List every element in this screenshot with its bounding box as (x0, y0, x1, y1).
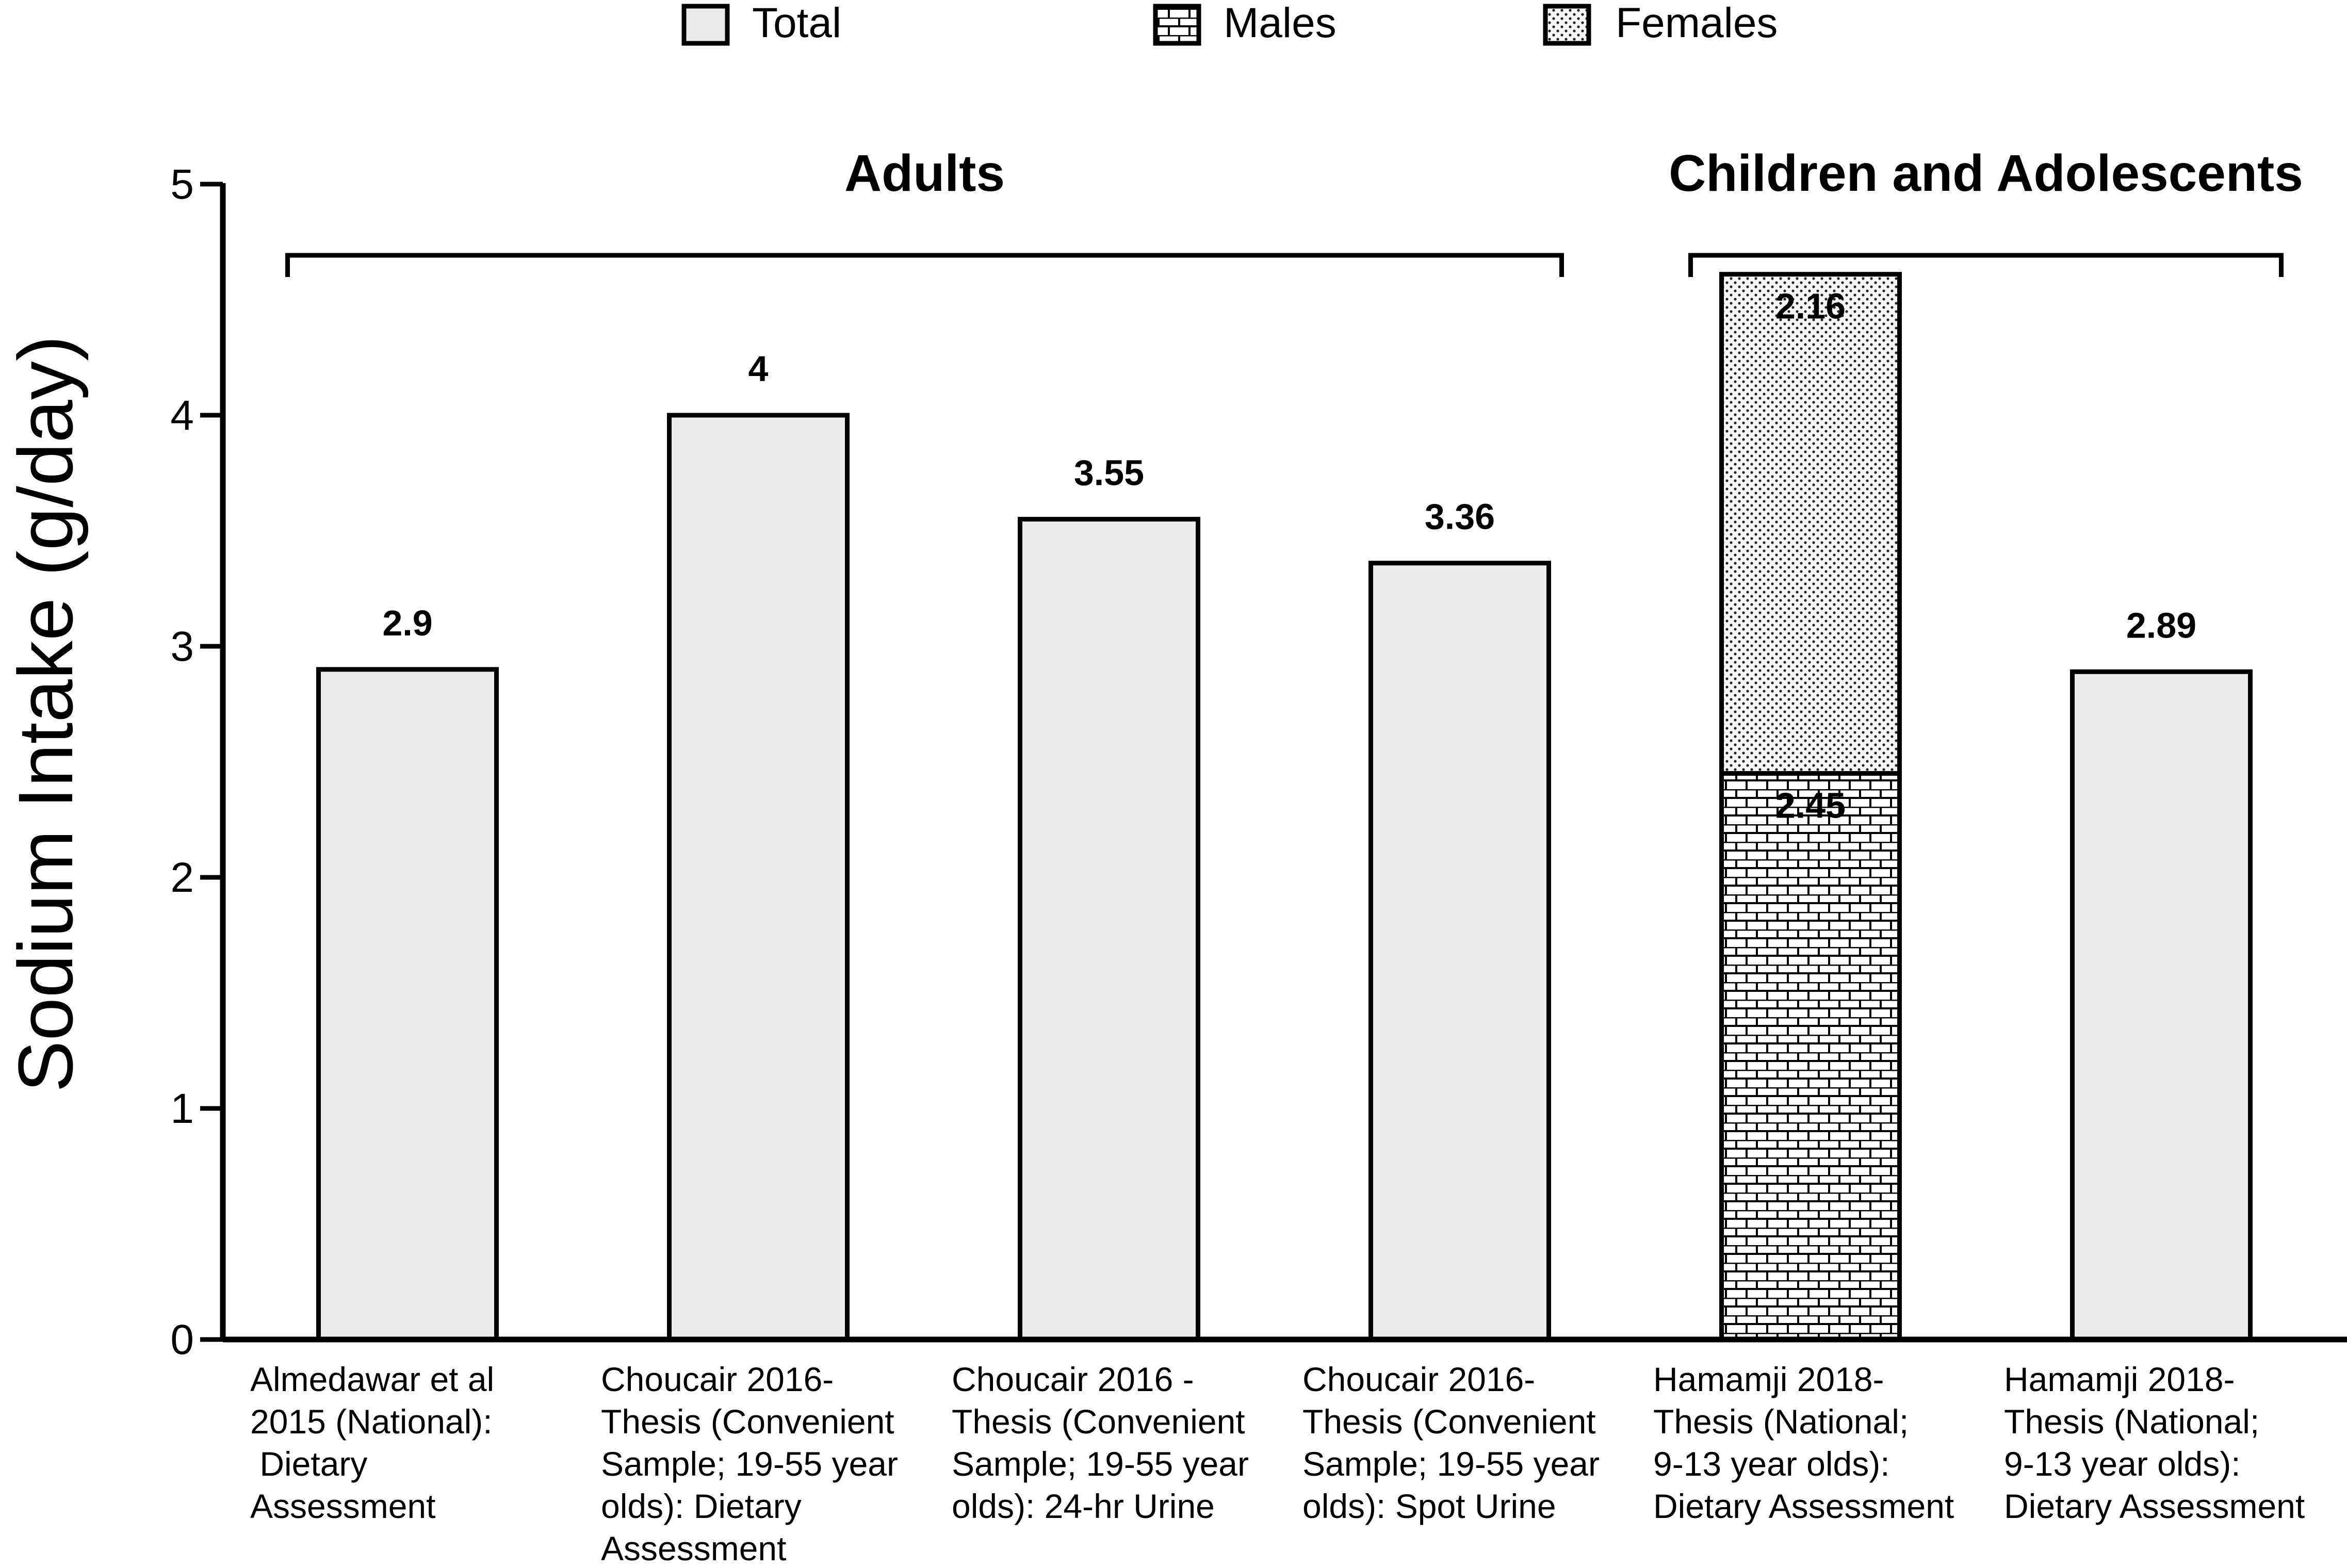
x-tick-label-line: olds): Spot Urine (1302, 1487, 1556, 1525)
x-tick-label-3: Choucair 2016- Thesis (Convenient Sample; … (1302, 1360, 1600, 1525)
x-tick-label-line: Thesis (National; (1653, 1402, 1909, 1441)
x-tick-label-line: Sample; 19-55 year (601, 1445, 898, 1483)
x-tick-label-1: Choucair 2016- Thesis (Convenient Sample; … (601, 1360, 898, 1567)
legend-item-males: Males (1153, 0, 1337, 46)
data-label-4-0: 2.45 (1775, 785, 1846, 825)
legend-item-females: Females (1543, 0, 1778, 46)
x-tick-label-line: 2015 (National): (250, 1402, 493, 1441)
y-tick-label-3: 3 (170, 623, 194, 670)
x-tick-label-line: Choucair 2016- (1302, 1360, 1535, 1398)
legend: Total Males Females (681, 0, 1778, 46)
x-tick-label-0: Almedawar et al 2015 (National): Dietary A… (250, 1360, 494, 1525)
bar-group-3: 3.36 (1368, 497, 1551, 1342)
legend-swatch-females (1543, 4, 1591, 46)
bar-group-4: 2.45 2.16 (1719, 272, 1902, 1342)
x-tick-label-line: Sample; 19-55 year (1302, 1445, 1600, 1483)
data-label-0-0: 2.9 (382, 603, 432, 643)
group-title-0: Adults (844, 144, 1005, 202)
x-tick-label-line: olds): Dietary (601, 1487, 802, 1525)
group-title-1: Children and Adolescents (1669, 144, 2303, 202)
x-tick-label-line: Assessment (250, 1487, 435, 1525)
bar-group-1: 4 (667, 349, 850, 1342)
legend-label-males: Males (1224, 0, 1337, 46)
bar-2-total (1018, 517, 1200, 1342)
bar-group-2: 3.55 (1018, 453, 1200, 1342)
legend-swatch-total (681, 4, 730, 46)
data-label-4-1: 2.16 (1775, 286, 1846, 326)
legend-item-total: Total (681, 0, 841, 46)
x-tick-label-line: Almedawar et al (250, 1360, 494, 1398)
group-brackets: Adults Children and Adolescents (285, 144, 2303, 277)
x-tick-label-line: Assessment (601, 1529, 786, 1567)
x-tick-label-5: Hamamji 2018- Thesis (National; 9-13 year … (2004, 1360, 2305, 1525)
y-tick-label-1: 1 (170, 1085, 194, 1132)
x-tick-label-line: Sample; 19-55 year (952, 1445, 1249, 1483)
data-label-3-0: 3.36 (1425, 497, 1495, 537)
bar-group-5: 2.89 (2070, 605, 2253, 1342)
x-tick-label-line: Hamamji 2018- (2004, 1360, 2235, 1398)
x-tick-label-4: Hamamji 2018- Thesis (National; 9-13 year … (1653, 1360, 1954, 1525)
y-tick-label-0: 0 (170, 1316, 194, 1363)
data-label-1-0: 4 (748, 349, 769, 389)
legend-label-total: Total (752, 0, 841, 46)
x-tick-label-line: Thesis (Convenient (601, 1402, 894, 1441)
group-bracket-line-0 (285, 253, 1564, 277)
bar-4-males (1719, 771, 1902, 1342)
data-label-5-0: 2.89 (2126, 605, 2196, 645)
x-tick-label-line: 9-13 year olds): (2004, 1445, 2241, 1483)
x-tick-label-line: Hamamji 2018- (1653, 1360, 1884, 1398)
legend-swatch-males (1153, 4, 1201, 46)
y-tick-label-5: 5 (170, 161, 194, 208)
x-tick-label-2: Choucair 2016 - Thesis (Convenient Sample;… (952, 1360, 1249, 1525)
bar-3-total (1368, 561, 1551, 1342)
legend-label-females: Females (1616, 0, 1778, 46)
x-tick-label-line: Thesis (Convenient (952, 1402, 1245, 1441)
x-tick-label-line: Choucair 2016 - (952, 1360, 1194, 1398)
bar-group-0: 2.9 (316, 603, 499, 1342)
y-tick-label-4: 4 (170, 392, 194, 439)
x-tick-label-line: Dietary Assessment (2004, 1487, 2305, 1525)
group-bracket-0: Adults (285, 144, 1564, 277)
y-axis-title: Sodium Intake (g/day) (2, 335, 89, 1092)
x-tick-label-line: Choucair 2016- (601, 1360, 834, 1398)
bar-1-total (667, 413, 850, 1342)
bar-4-females (1719, 272, 1902, 776)
x-tick-label-line: olds): 24-hr Urine (952, 1487, 1215, 1525)
group-bracket-line-1 (1688, 253, 2284, 277)
x-tick-label-line: 9-13 year olds): (1653, 1445, 1890, 1483)
x-tick-label-line: Thesis (Convenient (1302, 1402, 1596, 1441)
x-tick-label-line: Dietary (250, 1445, 367, 1483)
bar-5-total (2070, 669, 2253, 1342)
data-label-2-0: 3.55 (1074, 453, 1144, 493)
bars: 2.9 Almedawar et al 2015 (National): Dieta… (250, 272, 2305, 1567)
x-tick-label-line: Dietary Assessment (1653, 1487, 1954, 1525)
bar-0-total (316, 667, 499, 1342)
y-tick-label-2: 2 (170, 854, 194, 901)
axes: 0 1 2 3 4 5 (170, 161, 2347, 1363)
group-bracket-1: Children and Adolescents (1669, 144, 2303, 277)
x-tick-label-line: Thesis (National; (2004, 1402, 2259, 1441)
